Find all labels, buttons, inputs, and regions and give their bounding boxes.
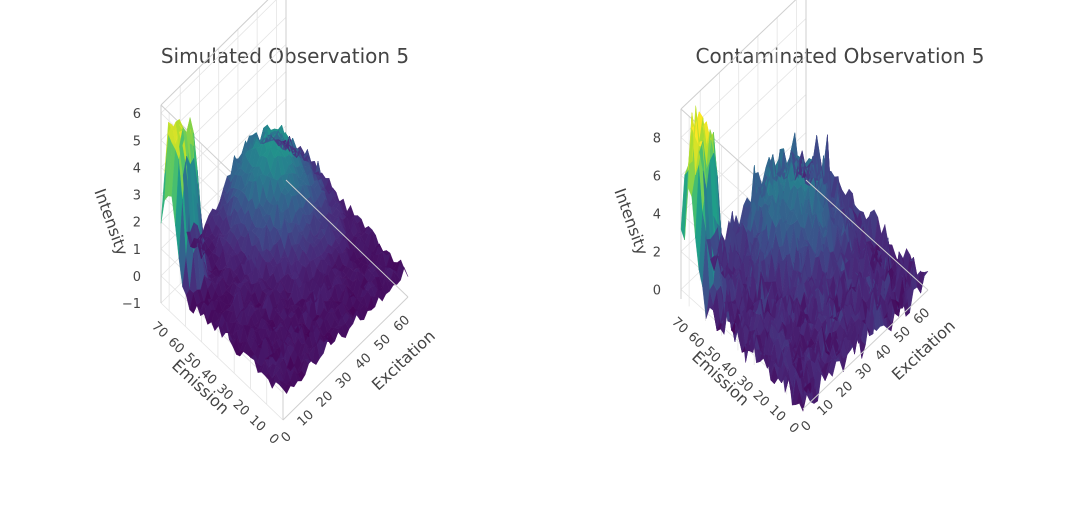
y-tick-label: 70 <box>148 319 170 341</box>
x-tick-label: 20 <box>314 388 336 410</box>
x-tick-label: 50 <box>372 332 394 354</box>
x-tick-label: 20 <box>834 379 856 401</box>
y-tick-label: 10 <box>246 413 268 435</box>
grid-line <box>160 302 284 421</box>
y-tick-label: 0 <box>785 420 801 437</box>
z-axis-title: Intensity <box>90 186 132 258</box>
z-tick-label: −1 <box>122 297 141 312</box>
surface-chart-2[interactable]: 010203040506001020304050607002468Excitat… <box>610 0 959 437</box>
z-tick-label: 0 <box>133 270 141 285</box>
z-tick-label: 2 <box>133 216 141 231</box>
z-tick-label: 5 <box>133 134 141 149</box>
box-edge <box>282 296 409 421</box>
x-tick-label: 40 <box>352 351 374 373</box>
x-tick-label: 60 <box>911 305 933 327</box>
x-tick-label: 30 <box>333 370 355 392</box>
surface-chart-1[interactable]: 0102030405060010203040506070−10123456Exc… <box>90 0 439 448</box>
box-edge <box>802 289 929 410</box>
box-edge <box>805 179 929 291</box>
x-tick-label: 10 <box>815 397 837 419</box>
x-axis-title: Excitation <box>888 316 959 384</box>
z-tick-label: 6 <box>653 170 661 185</box>
z-tick-label: 0 <box>653 284 661 299</box>
chart-title-right: Contaminated Observation 5 <box>695 44 985 68</box>
z-axis-title: Intensity <box>610 186 652 258</box>
z-tick-label: 4 <box>653 208 661 223</box>
grid-line <box>680 0 797 110</box>
y-tick-label: 20 <box>230 397 252 419</box>
z-tick-label: 4 <box>133 161 141 176</box>
x-tick-label: 30 <box>853 360 875 382</box>
y-tick-label: 60 <box>165 335 187 357</box>
z-tick-label: 1 <box>133 243 141 258</box>
z-tick-label: 8 <box>653 132 661 147</box>
surface-cell <box>920 270 929 294</box>
surface-mesh <box>160 117 409 394</box>
x-tick-label: 10 <box>295 407 317 429</box>
grid-line <box>160 16 287 141</box>
y-tick-label: 10 <box>766 403 788 425</box>
y-tick-label: 20 <box>750 388 772 410</box>
grid-line <box>160 0 277 114</box>
y-tick-label: 0 <box>265 431 281 448</box>
x-tick-label: 40 <box>872 342 894 364</box>
x-tick-label: 50 <box>892 324 914 346</box>
x-tick-label: 60 <box>391 313 413 335</box>
grid-line <box>160 0 269 106</box>
z-tick-label: 2 <box>653 246 661 261</box>
surface-cell <box>400 263 409 277</box>
z-tick-label: 6 <box>133 107 141 122</box>
z-tick-label: 3 <box>133 189 141 204</box>
box-edge <box>285 179 409 298</box>
y-tick-label: 70 <box>668 315 690 337</box>
